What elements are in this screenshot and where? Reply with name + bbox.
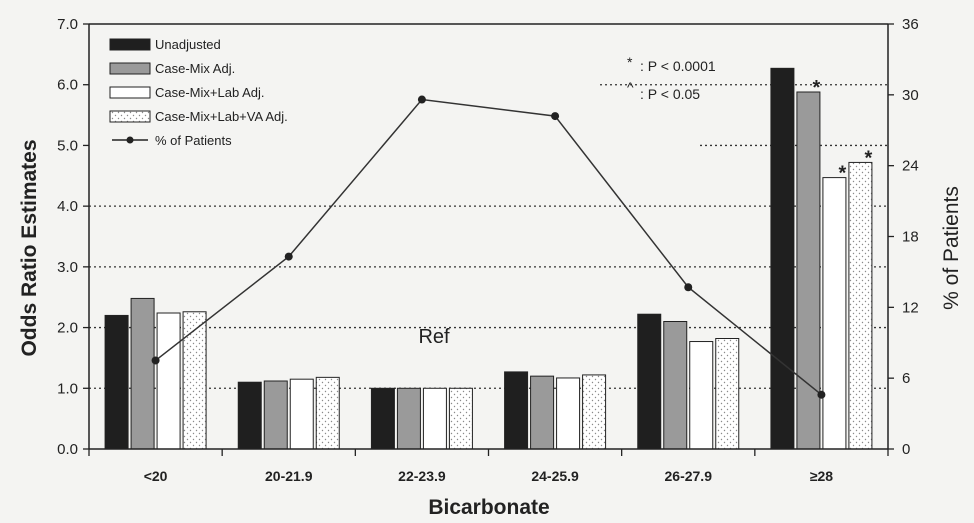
bar-3-2 <box>448 387 473 450</box>
y-axis-title: Odds Ratio Estimates <box>18 139 41 356</box>
bar-3-4 <box>715 338 740 450</box>
bar-1-1 <box>263 380 288 450</box>
bar-series: * * * <box>104 67 873 450</box>
x-tick-label-0: <20 <box>144 468 168 484</box>
bar-1-5 <box>796 91 821 450</box>
bar-2-3 <box>556 377 581 450</box>
bar-3-5 <box>848 161 873 450</box>
patients-point-2 <box>417 95 426 104</box>
y2-tick-label-1: 6 <box>902 370 910 387</box>
bar-3-3 <box>582 374 607 450</box>
x-tick-label-3: 24-25.9 <box>531 468 579 484</box>
note-symbol-2: ^ <box>627 79 634 95</box>
ref-label: Ref <box>418 326 450 348</box>
legend-swatch-3 <box>109 110 151 123</box>
legend-label-line: % of Patients <box>155 133 232 148</box>
legend-swatch-1 <box>109 62 151 75</box>
bar-0-3 <box>504 371 529 450</box>
note-text-1: : P < 0.0001 <box>640 58 716 74</box>
bar-1-0 <box>130 297 155 450</box>
patients-point-5 <box>817 390 826 399</box>
bar-3-1 <box>315 376 340 450</box>
legend-label-3: Case-Mix+Lab+VA Adj. <box>155 109 288 124</box>
x-tick-label-4: 26-27.9 <box>665 468 713 484</box>
y2-tick-label-2: 12 <box>902 299 919 316</box>
x-tick-label-2: 22-23.9 <box>398 468 446 484</box>
significance-note: * : P < 0.0001 ^ : P < 0.05 <box>627 54 716 102</box>
legend-label-1: Case-Mix Adj. <box>155 61 235 76</box>
significance-marker-2: * <box>865 147 873 169</box>
note-text-2: : P < 0.05 <box>640 86 700 102</box>
bar-0-0 <box>104 314 129 450</box>
y-tick-label-0: 0.0 <box>57 441 78 458</box>
significance-marker-1: * <box>839 163 847 185</box>
y2-tick-label-6: 36 <box>902 16 919 33</box>
x-axis-title: Bicarbonate <box>428 496 549 519</box>
bar-1-3 <box>530 375 555 450</box>
patients-line <box>155 98 822 396</box>
legend: Unadjusted Case-Mix Adj. Case-Mix+Lab Adj.… <box>109 37 288 148</box>
axes: 0.0 1.0 2.0 3.0 4.0 5.0 6.0 7.0 0 6 12 18 24 30 36 <20 2… <box>57 16 919 484</box>
y2-tick-label-3: 18 <box>902 229 919 246</box>
bar-0-2 <box>370 387 395 450</box>
bar-3-0 <box>182 311 207 450</box>
x-tick-label-1: 20-21.9 <box>265 468 313 484</box>
x-tick-label-5: ≥28 <box>810 468 833 484</box>
y-tick-label-2: 2.0 <box>57 320 78 337</box>
bar-2-0 <box>156 312 181 450</box>
significance-marker-0: * <box>813 77 821 99</box>
bar-2-2 <box>422 387 447 450</box>
legend-line-marker <box>126 136 134 144</box>
bar-2-5 <box>822 177 847 450</box>
patients-point-1 <box>284 252 293 261</box>
bar-2-1 <box>289 378 314 450</box>
bar-1-4 <box>663 321 688 450</box>
legend-swatch-0 <box>109 38 151 51</box>
note-symbol-1: * <box>627 54 633 70</box>
patients-point-4 <box>684 283 693 292</box>
bar-0-1 <box>237 381 262 450</box>
y-tick-label-5: 5.0 <box>57 137 78 154</box>
y-tick-label-3: 3.0 <box>57 259 78 276</box>
grid-lines <box>89 84 888 389</box>
y-tick-label-6: 6.0 <box>57 77 78 94</box>
bar-1-2 <box>396 387 421 450</box>
y2-axis-title: % of Patients <box>940 186 963 310</box>
patients-line-series <box>151 95 826 399</box>
y2-tick-label-0: 0 <box>902 441 910 458</box>
legend-label-2: Case-Mix+Lab Adj. <box>155 85 264 100</box>
patients-point-3 <box>551 112 560 121</box>
bar-0-5 <box>770 67 795 450</box>
legend-label-0: Unadjusted <box>155 37 221 52</box>
patients-point-0 <box>151 356 160 365</box>
y-tick-label-4: 4.0 <box>57 198 78 215</box>
legend-swatch-2 <box>109 86 151 99</box>
y-tick-label-1: 1.0 <box>57 380 78 397</box>
y2-tick-label-4: 24 <box>902 158 919 175</box>
bar-0-4 <box>637 313 662 450</box>
y-tick-label-7: 7.0 <box>57 16 78 33</box>
y2-tick-label-5: 30 <box>902 87 919 104</box>
bar-2-4 <box>689 341 714 450</box>
